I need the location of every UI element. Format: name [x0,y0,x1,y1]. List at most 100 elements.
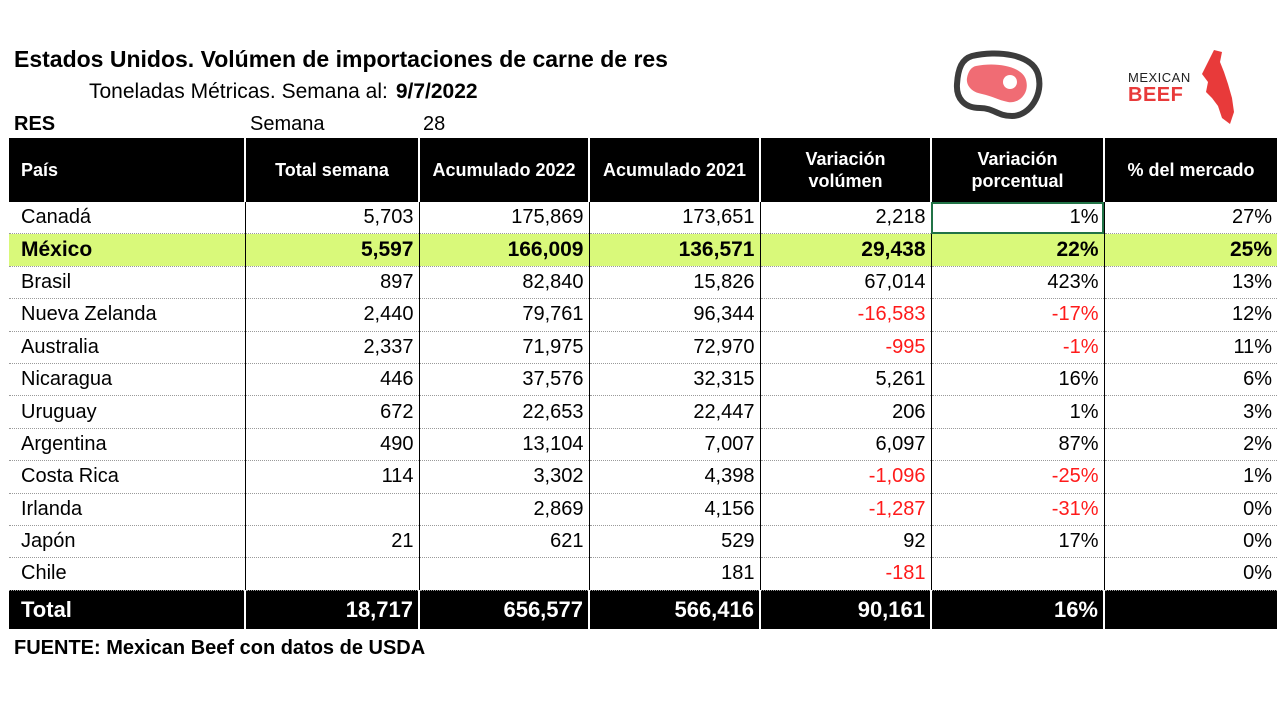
cell-total-semana[interactable]: 114 [245,460,420,494]
cell-acumulado-2021[interactable]: 7,007 [589,428,761,462]
cell-variacion-volumen[interactable]: -995 [760,331,932,364]
cell-acumulado-2022[interactable]: 175,869 [419,202,590,235]
cell-acumulado-2022[interactable]: 621 [419,525,590,559]
cell-acumulado-2021[interactable]: 4,156 [589,493,761,526]
table-row: Chile 181 -181 0% [9,557,1277,591]
cell-pais[interactable]: Nueva Zelanda [9,298,246,332]
cell-total-semana[interactable] [245,493,420,526]
steak-icon [953,50,1043,120]
total-variacion-volumen[interactable]: 90,161 [760,590,932,629]
cell-mercado[interactable]: 11% [1104,331,1277,364]
cell-variacion-porcentual[interactable] [931,557,1105,591]
cell-mercado[interactable]: 3% [1104,395,1277,429]
cell-mercado[interactable]: 13% [1104,266,1277,300]
table-row: Brasil 897 82,840 15,826 67,014 423% 13% [9,266,1277,300]
cell-mercado[interactable]: 2% [1104,428,1277,462]
cell-acumulado-2021[interactable]: 136,571 [589,233,761,267]
cell-variacion-volumen[interactable]: -1,096 [760,460,932,494]
cell-acumulado-2022[interactable]: 22,653 [419,395,590,429]
cell-mercado[interactable]: 27% [1104,202,1277,235]
cell-pais[interactable]: México [9,233,246,267]
total-mercado[interactable] [1104,590,1277,629]
table-row-highlighted: México 5,597 166,009 136,571 29,438 22% … [9,233,1277,267]
cell-variacion-volumen[interactable]: 6,097 [760,428,932,462]
cell-acumulado-2022[interactable] [419,557,590,591]
cell-variacion-porcentual[interactable]: -1% [931,331,1105,364]
table-row: Argentina 490 13,104 7,007 6,097 87% 2% [9,428,1277,462]
cell-acumulado-2022[interactable]: 2,869 [419,493,590,526]
cell-acumulado-2022[interactable]: 3,302 [419,460,590,494]
subtitle-text: Toneladas Métricas. Semana al: [89,80,388,103]
cell-variacion-porcentual[interactable]: -17% [931,298,1105,332]
cell-variacion-porcentual[interactable]: 16% [931,363,1105,397]
total-acumulado-2021[interactable]: 566,416 [589,590,761,629]
col-header-acumulado-2022: Acumulado 2022 [419,138,590,202]
cell-acumulado-2022[interactable]: 13,104 [419,428,590,462]
cell-acumulado-2021[interactable]: 15,826 [589,266,761,300]
cell-variacion-volumen[interactable]: -181 [760,557,932,591]
cell-acumulado-2022[interactable]: 37,576 [419,363,590,397]
cell-variacion-porcentual[interactable]: 17% [931,525,1105,559]
cell-acumulado-2022[interactable]: 166,009 [419,233,590,267]
cell-variacion-volumen[interactable]: 2,218 [760,202,932,235]
cell-total-semana[interactable]: 490 [245,428,420,462]
cell-variacion-volumen[interactable]: 67,014 [760,266,932,300]
cell-variacion-volumen[interactable]: -1,287 [760,493,932,526]
cell-pais[interactable]: Nicaragua [9,363,246,397]
total-semana[interactable]: 18,717 [245,590,420,629]
cell-variacion-porcentual[interactable]: -31% [931,493,1105,526]
cell-mercado[interactable]: 0% [1104,493,1277,526]
cell-variacion-porcentual[interactable]: 22% [931,233,1105,267]
cell-variacion-volumen[interactable]: 92 [760,525,932,559]
cell-pais[interactable]: Japón [9,525,246,559]
cell-variacion-porcentual-selected[interactable]: 1% [931,202,1105,235]
cell-total-semana[interactable] [245,557,420,591]
cell-total-semana[interactable]: 446 [245,363,420,397]
cell-pais[interactable]: Uruguay [9,395,246,429]
cell-acumulado-2021[interactable]: 32,315 [589,363,761,397]
cell-acumulado-2021[interactable]: 96,344 [589,298,761,332]
cell-total-semana[interactable]: 897 [245,266,420,300]
cell-acumulado-2021[interactable]: 22,447 [589,395,761,429]
cell-mercado[interactable]: 0% [1104,525,1277,559]
total-acumulado-2022[interactable]: 656,577 [419,590,590,629]
cell-variacion-porcentual[interactable]: -25% [931,460,1105,494]
cell-pais[interactable]: Argentina [9,428,246,462]
cell-mercado[interactable]: 1% [1104,460,1277,494]
cell-mercado[interactable]: 0% [1104,557,1277,591]
cell-total-semana[interactable]: 672 [245,395,420,429]
cell-pais[interactable]: Costa Rica [9,460,246,494]
cell-acumulado-2021[interactable]: 529 [589,525,761,559]
cell-acumulado-2021[interactable]: 173,651 [589,202,761,235]
cell-variacion-volumen[interactable]: 29,438 [760,233,932,267]
col-header-pais: País [9,138,246,202]
cell-total-semana[interactable]: 5,703 [245,202,420,235]
cell-variacion-porcentual[interactable]: 1% [931,395,1105,429]
cell-mercado[interactable]: 25% [1104,233,1277,267]
cell-total-semana[interactable]: 2,440 [245,298,420,332]
mexico-map-icon [1202,50,1234,124]
cell-acumulado-2022[interactable]: 79,761 [419,298,590,332]
cell-acumulado-2021[interactable]: 181 [589,557,761,591]
cell-variacion-porcentual[interactable]: 87% [931,428,1105,462]
cell-mercado[interactable]: 12% [1104,298,1277,332]
cell-pais[interactable]: Chile [9,557,246,591]
cell-total-semana[interactable]: 5,597 [245,233,420,267]
cell-acumulado-2021[interactable]: 72,970 [589,331,761,364]
total-variacion-porcentual[interactable]: 16% [931,590,1105,629]
cell-variacion-volumen[interactable]: 5,261 [760,363,932,397]
cell-variacion-volumen[interactable]: -16,583 [760,298,932,332]
cell-acumulado-2022[interactable]: 82,840 [419,266,590,300]
cell-variacion-volumen[interactable]: 206 [760,395,932,429]
cell-pais[interactable]: Canadá [9,202,246,235]
cell-mercado[interactable]: 6% [1104,363,1277,397]
cell-pais[interactable]: Irlanda [9,493,246,526]
cell-variacion-porcentual[interactable]: 423% [931,266,1105,300]
cell-acumulado-2022[interactable]: 71,975 [419,331,590,364]
cell-pais[interactable]: Australia [9,331,246,364]
cell-pais[interactable]: Brasil [9,266,246,300]
total-label[interactable]: Total [9,590,246,629]
cell-total-semana[interactable]: 21 [245,525,420,559]
cell-total-semana[interactable]: 2,337 [245,331,420,364]
cell-acumulado-2021[interactable]: 4,398 [589,460,761,494]
